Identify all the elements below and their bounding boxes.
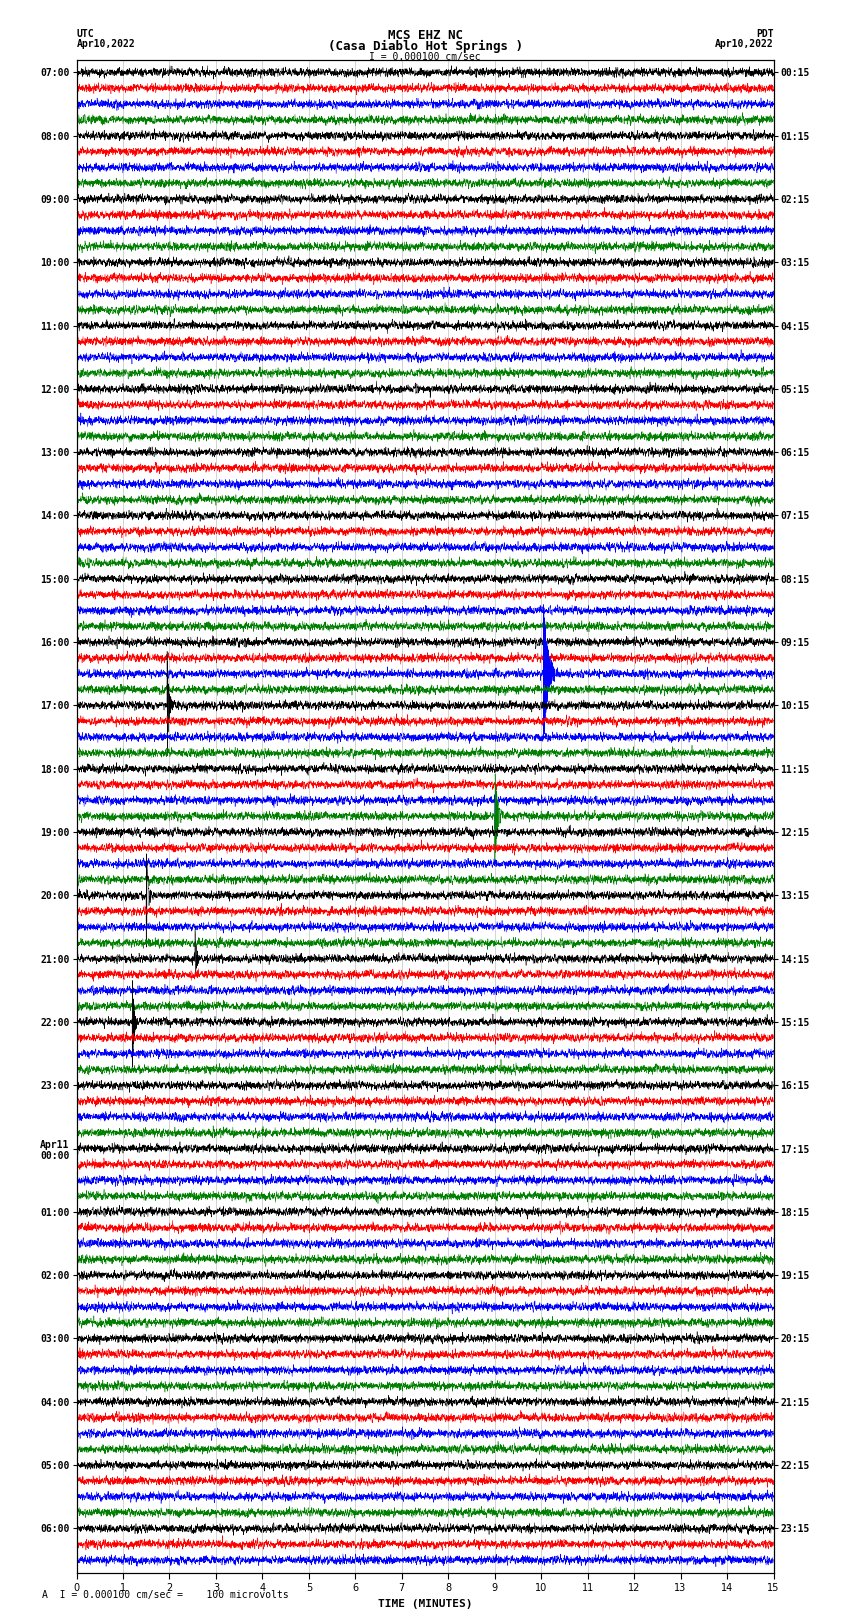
- Text: Apr10,2022: Apr10,2022: [76, 39, 135, 48]
- Text: PDT: PDT: [756, 29, 774, 39]
- Text: UTC: UTC: [76, 29, 94, 39]
- X-axis label: TIME (MINUTES): TIME (MINUTES): [377, 1598, 473, 1608]
- Text: MCS EHZ NC: MCS EHZ NC: [388, 29, 462, 42]
- Text: I = 0.000100 cm/sec: I = 0.000100 cm/sec: [369, 52, 481, 61]
- Text: (Casa Diablo Hot Springs ): (Casa Diablo Hot Springs ): [327, 40, 523, 53]
- Text: A  I = 0.000100 cm/sec =    100 microvolts: A I = 0.000100 cm/sec = 100 microvolts: [42, 1590, 289, 1600]
- Text: Apr10,2022: Apr10,2022: [715, 39, 774, 48]
